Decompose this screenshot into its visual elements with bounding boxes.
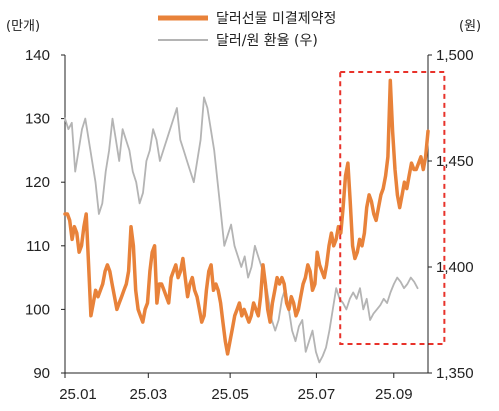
- legend-label-fx: 달러/원 환율 (우): [216, 33, 318, 49]
- series-line-fx: [64, 96, 419, 364]
- left-tick-label: 100: [25, 301, 50, 318]
- highlight-box: [339, 71, 446, 345]
- legend-label-futures: 달러선물 미결제약정: [216, 11, 336, 27]
- right-axis-ticks: 1,350 1,400 1,450 1,500: [428, 47, 474, 382]
- left-tick-label: 130: [25, 111, 50, 128]
- left-tick-label: 90: [33, 365, 50, 382]
- x-axis-ticks: 25.01 25.03 25.05 25.07 25.09: [59, 373, 413, 403]
- right-tick-label: 1,400: [436, 259, 474, 276]
- right-axis-unit: (원): [459, 19, 481, 34]
- x-tick-label: 25.05: [211, 386, 249, 403]
- x-tick-label: 25.01: [59, 386, 97, 403]
- right-tick-label: 1,350: [436, 365, 474, 382]
- left-tick-label: 120: [25, 174, 50, 191]
- left-tick-label: 110: [26, 238, 50, 255]
- right-tick-label: 1,450: [436, 153, 474, 170]
- x-tick-label: 25.09: [375, 386, 413, 403]
- x-tick-label: 25.07: [298, 386, 336, 403]
- legend: 달러선물 미결제약정 달러/원 환율 (우): [158, 11, 336, 49]
- left-axis-unit: (만개): [6, 19, 40, 34]
- right-tick-label: 1,500: [436, 47, 474, 64]
- x-tick-label: 25.03: [130, 386, 168, 403]
- series-line-futures: [63, 78, 430, 356]
- left-tick-label: 140: [25, 47, 50, 64]
- left-axis-ticks: 90 100 110 120 130 140: [25, 47, 65, 382]
- series-layer: [63, 78, 430, 364]
